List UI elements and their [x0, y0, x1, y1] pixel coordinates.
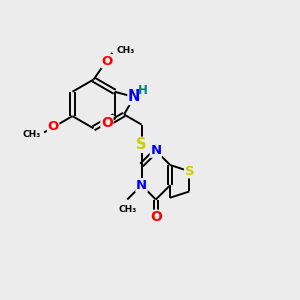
Text: O: O	[47, 120, 59, 133]
Text: N: N	[136, 179, 147, 192]
Text: N: N	[128, 89, 140, 104]
Text: N: N	[150, 144, 161, 157]
Text: CH₃: CH₃	[116, 46, 135, 55]
Text: O: O	[150, 210, 162, 224]
Text: CH₃: CH₃	[22, 130, 40, 139]
Text: H: H	[137, 84, 147, 97]
Text: O: O	[101, 55, 112, 68]
Text: S: S	[184, 165, 194, 178]
Text: O: O	[101, 116, 113, 130]
Text: S: S	[136, 137, 147, 152]
Text: CH₃: CH₃	[118, 205, 136, 214]
